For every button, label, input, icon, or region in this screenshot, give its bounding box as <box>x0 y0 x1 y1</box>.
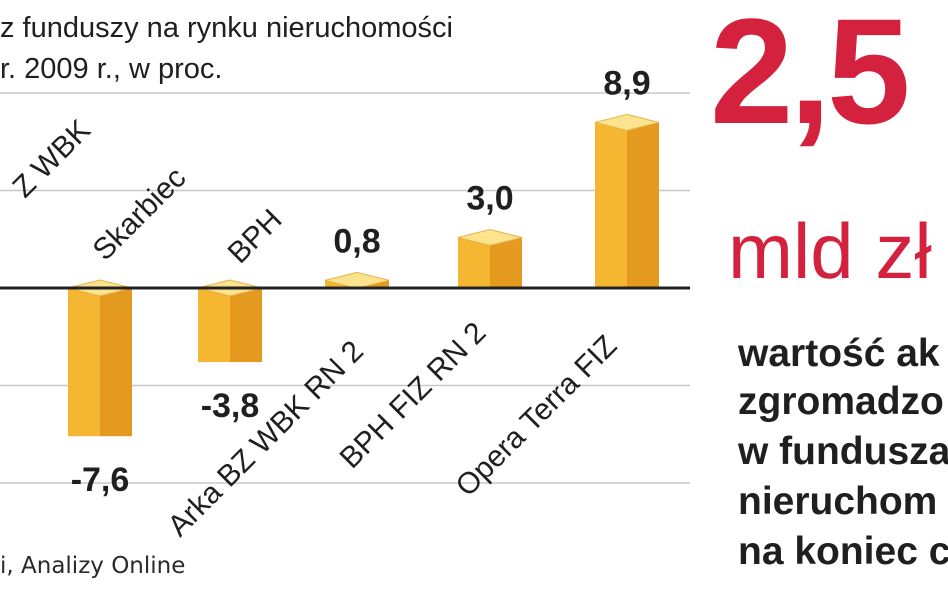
bar-shade <box>230 288 262 363</box>
bar-shade <box>627 122 659 288</box>
highlight-description-line: nieruchom <box>738 480 938 523</box>
highlight-description-line: w fundusza <box>738 430 948 473</box>
category-label: BPH FIZ RN 2 <box>334 316 493 475</box>
category-label: BPH <box>222 203 289 270</box>
category-label: Skarbiec <box>87 161 193 267</box>
highlight-value: 2,5 <box>710 0 911 155</box>
data-label: 3,0 <box>466 180 513 218</box>
bar-top <box>457 228 523 247</box>
chart-title: z funduszy na rynku nieruchomości <box>0 12 453 44</box>
data-label: -7,6 <box>71 461 130 499</box>
bar <box>198 288 230 363</box>
bar-shade <box>490 237 522 288</box>
source-note: i, Analizy Online <box>0 553 186 579</box>
highlight-description-line: zgromadzo <box>738 380 944 423</box>
highlight-unit: mld zł <box>728 207 932 295</box>
bar <box>68 288 100 437</box>
chart-subtitle: r. 2009 r., w proc. <box>0 53 223 85</box>
bar-top <box>594 113 660 131</box>
bar-shade <box>100 288 132 437</box>
bar <box>458 237 490 288</box>
category-label: Arka BZ WBK RN 2 <box>162 335 370 543</box>
data-label: -3,8 <box>201 387 260 425</box>
data-label: 8,9 <box>603 64 650 102</box>
data-label: 0,8 <box>333 222 380 260</box>
highlight-description-line: wartość ak <box>738 332 940 375</box>
bar <box>595 122 627 288</box>
bar-top <box>324 271 390 289</box>
highlight-description-line: na koniec c <box>738 530 948 573</box>
